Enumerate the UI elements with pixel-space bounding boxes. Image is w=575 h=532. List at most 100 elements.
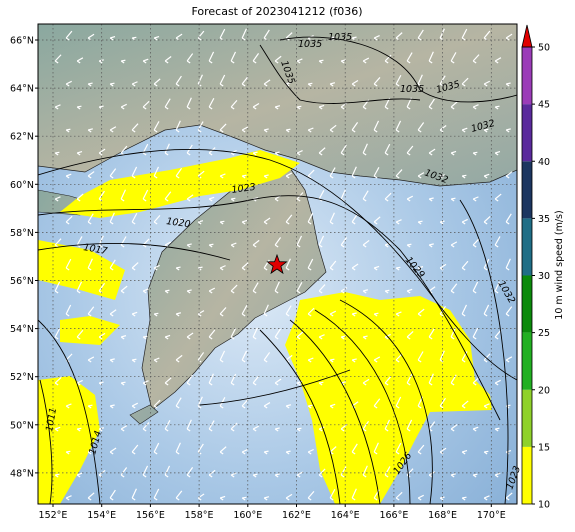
wind-barb xyxy=(373,442,379,455)
wind-barb xyxy=(351,443,358,455)
colorbar-swatch xyxy=(522,161,532,219)
wind-barb xyxy=(241,399,249,409)
wind-barb xyxy=(153,357,160,363)
wind-barb xyxy=(329,310,337,317)
wind-barb xyxy=(241,350,248,363)
wind-barb xyxy=(252,327,258,340)
wind-barb xyxy=(131,358,137,363)
wind-barb xyxy=(263,352,271,363)
wind-barb xyxy=(197,443,204,455)
wind-barb xyxy=(186,194,194,202)
wind-barb xyxy=(362,57,370,64)
wind-barb xyxy=(461,77,469,87)
wind-barb xyxy=(252,425,260,432)
wind-barb xyxy=(439,263,447,271)
wind-barb xyxy=(241,219,248,225)
lat-label: 56°N xyxy=(10,276,34,287)
wind-barb xyxy=(241,262,249,271)
wind-barb xyxy=(285,404,292,409)
wind-barb xyxy=(384,419,391,432)
wind-barb xyxy=(153,488,160,501)
wind-barb xyxy=(109,259,116,271)
wind-barb xyxy=(98,332,106,340)
wind-barb xyxy=(384,192,392,202)
wind-barb xyxy=(439,496,445,501)
colorbar-swatch xyxy=(522,389,532,447)
wind-barb xyxy=(439,124,447,133)
wind-barb xyxy=(219,173,226,179)
wind-barb xyxy=(186,243,192,248)
lon-label: 156°E xyxy=(136,510,165,521)
wind-barb xyxy=(153,78,161,87)
wind-barb xyxy=(494,193,502,202)
lat-label: 60°N xyxy=(10,180,34,191)
colorbar-tick-label: 45 xyxy=(538,100,550,111)
wind-barb xyxy=(318,147,326,156)
wind-barb xyxy=(153,264,160,271)
wind-barb xyxy=(307,127,314,133)
contour-label: 1035 xyxy=(298,39,322,50)
wind-barb xyxy=(153,399,161,409)
wind-barb xyxy=(296,150,303,156)
wind-barb xyxy=(450,241,458,248)
wind-barb xyxy=(351,358,357,363)
wind-barb xyxy=(219,446,227,455)
wind-barb xyxy=(76,57,84,64)
wind-barb xyxy=(461,174,467,179)
wind-barb xyxy=(362,143,368,156)
wind-barb xyxy=(120,189,126,202)
wind-barb xyxy=(230,422,238,432)
wind-barb xyxy=(186,289,192,294)
wind-barb xyxy=(230,373,237,386)
colorbar-swatch xyxy=(522,446,532,504)
wind-barb xyxy=(252,53,260,64)
wind-barb xyxy=(395,74,402,87)
wind-barb xyxy=(472,327,479,340)
wind-barb xyxy=(318,104,325,110)
wind-barb xyxy=(219,265,226,271)
wind-barb xyxy=(340,144,347,156)
contour-label: 1023 xyxy=(231,182,256,196)
wind-barb xyxy=(395,120,402,133)
wind-barb xyxy=(450,424,458,432)
wind-barb xyxy=(252,102,260,110)
wind-barb xyxy=(285,305,292,317)
wind-barb xyxy=(153,214,161,225)
wind-barb xyxy=(109,35,116,41)
lat-label: 66°N xyxy=(10,36,34,47)
wind-barb xyxy=(175,442,181,455)
wind-barb xyxy=(395,311,402,317)
wind-barb xyxy=(252,239,260,248)
wind-barb xyxy=(307,490,315,501)
wind-barb xyxy=(472,104,479,110)
wind-barb xyxy=(109,82,115,87)
lon-label: 154°E xyxy=(87,510,116,521)
wind-barb xyxy=(120,59,126,64)
wind-barb xyxy=(406,243,412,248)
wind-barb xyxy=(428,328,435,340)
wind-barb xyxy=(142,143,149,156)
wind-barb xyxy=(87,449,94,455)
wind-barb xyxy=(197,74,203,87)
wind-barb xyxy=(98,148,106,156)
wind-barb xyxy=(318,426,325,432)
wind-barb xyxy=(120,425,128,432)
wind-barb xyxy=(186,332,194,340)
wind-barb xyxy=(439,220,445,225)
wind-barb xyxy=(472,238,480,248)
wind-barb xyxy=(241,449,248,455)
wind-barb xyxy=(164,98,171,110)
land-kamchatka xyxy=(141,159,327,411)
wind-barb xyxy=(483,353,491,363)
wind-barb xyxy=(208,373,214,386)
wind-barb xyxy=(417,351,424,363)
wind-barb xyxy=(362,465,368,478)
wind-barb xyxy=(505,306,513,317)
wind-barb xyxy=(417,494,424,501)
wind-barb xyxy=(54,281,61,294)
colorbar-tick-label: 50 xyxy=(538,43,550,54)
wind-barb xyxy=(406,195,414,202)
wind-barb xyxy=(428,148,436,156)
isobars xyxy=(38,36,517,504)
wind-barb xyxy=(153,35,160,41)
